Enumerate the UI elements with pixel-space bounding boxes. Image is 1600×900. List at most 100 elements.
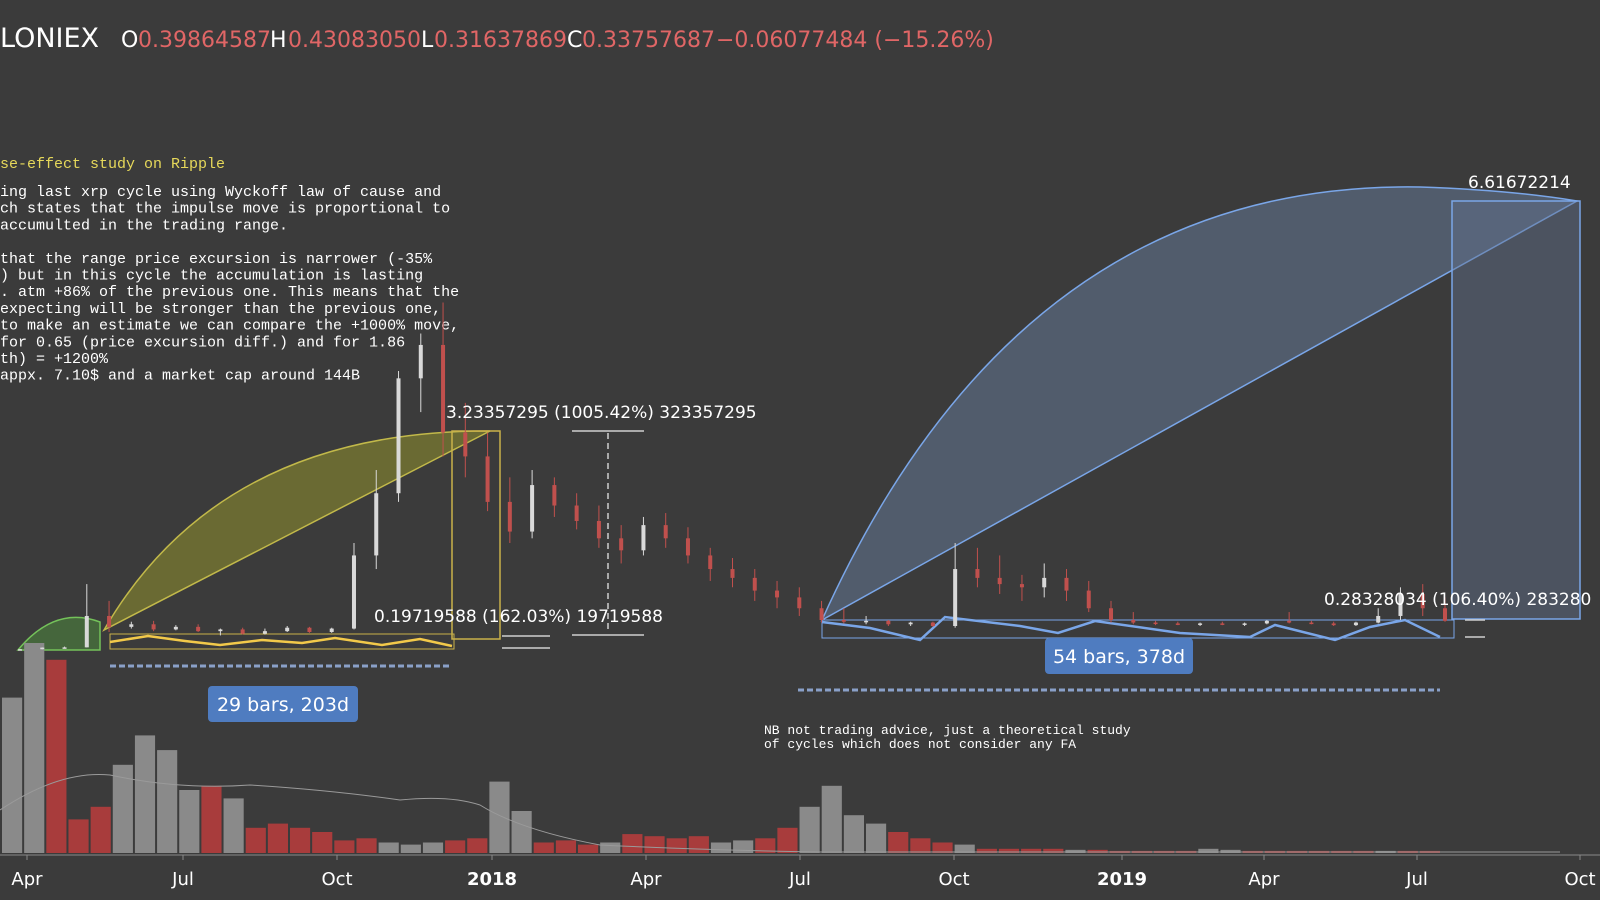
candle [975,547,980,588]
candle [619,525,624,564]
candle [107,600,112,632]
volume-bar [998,848,1020,853]
candle [596,505,601,548]
change-value: −0.06077484 (−15.26%) [716,28,994,53]
x-tick-label: Oct [321,869,352,890]
volume-bar [821,785,842,853]
x-axis-ticks: Apr Jul Oct 2018 Apr Jul Oct 2019 Apr Jul Oct [11,855,1596,890]
candle-body [107,615,112,627]
blue-range-box [821,619,1455,639]
candle-body [1287,620,1292,623]
candle-body [1309,622,1314,625]
candle [708,547,713,581]
range-2017-label: 0.19719588 (162.03%) 19719588 [374,607,663,627]
candle-body [908,622,913,625]
candle [1131,612,1136,625]
candle [1064,569,1069,601]
measure-2018 [502,430,1485,649]
volume-bar [600,842,621,853]
candle-body [730,569,735,578]
yellow-arc [102,430,491,632]
x-tick-label: 2019 [1097,869,1147,890]
volume-bar [46,659,67,853]
study-note: se-effect study on Ripple ing last xrp c… [0,156,459,385]
blue-arc [820,186,1580,622]
candle-body [886,620,891,625]
candle-body [374,493,379,556]
candle [663,513,668,548]
study-line: for 0.65 (price excursion diff.) and for… [0,334,405,351]
candle-body [1420,593,1425,609]
candle-body [1376,615,1381,623]
candle [685,527,690,564]
candle [218,628,223,636]
blue-zigzag [821,615,1441,642]
volume-bar [666,838,687,853]
volume-bar [1065,849,1086,853]
volume-bar [1043,848,1064,853]
volume-bar [888,832,909,853]
candle-body [196,626,201,632]
candle [441,302,446,457]
candle-body [1042,577,1047,588]
candle-body [841,620,846,622]
candle [1264,620,1269,625]
target-2019-label: 6.61672214 [1468,173,1571,193]
candle [552,477,557,517]
candle-body [1353,622,1358,626]
volume-bar [533,842,554,853]
volume-bar [90,806,111,853]
candle-body [18,649,22,651]
volume-bar [400,844,421,853]
high-value: 0.43083050 [288,28,421,53]
candle [151,620,156,632]
x-tick-label: Jul [788,869,811,890]
candle [1420,584,1425,616]
candle [574,493,579,530]
candle [1309,620,1314,625]
volume-bar [710,842,732,853]
volume-bar [799,806,820,853]
volume-bar [1220,849,1241,853]
candle-body [552,485,557,506]
candle-body [463,432,468,457]
candle-body [530,485,535,532]
candle [1042,563,1047,598]
candle [307,626,312,633]
candle [329,627,334,633]
volume-bar [578,844,599,853]
high-label: H [270,28,287,53]
volume-bar [467,838,488,853]
candle-body [329,628,334,632]
study-line: to make an estimate we can compare the +… [0,318,459,335]
bars-2017-box [208,686,358,722]
candle [1198,622,1203,626]
volume-bar [134,735,156,853]
candle-body [1064,577,1069,591]
volume-bar [954,844,975,853]
study-line: . atm +86% of the previous one. This mea… [0,284,459,301]
study-line: expecting will be stronger than the prev… [0,301,441,318]
candle [374,470,379,570]
blue-target-box [1451,200,1581,620]
x-tick-label: Jul [1405,869,1428,890]
volume-bars [2,643,1440,853]
candle-body [151,624,156,630]
low-label: L [421,28,434,53]
candle-body [864,620,869,623]
candle-body [1086,590,1091,609]
volume-bar [112,764,133,853]
candle [864,615,869,625]
open-value: 0.39864587 [138,28,271,53]
volume-bar [843,815,864,853]
candle-body [262,631,267,634]
candle [730,558,735,588]
candlesticks [18,302,1447,651]
candle-body [485,456,490,502]
candle [797,587,802,616]
candle [1443,597,1447,622]
candle [819,600,824,623]
study-line: ) but in this cycle the accumulation is … [0,268,423,285]
volume-bar [179,790,200,853]
study-line: ch states that the impulse move is propo… [0,201,450,218]
